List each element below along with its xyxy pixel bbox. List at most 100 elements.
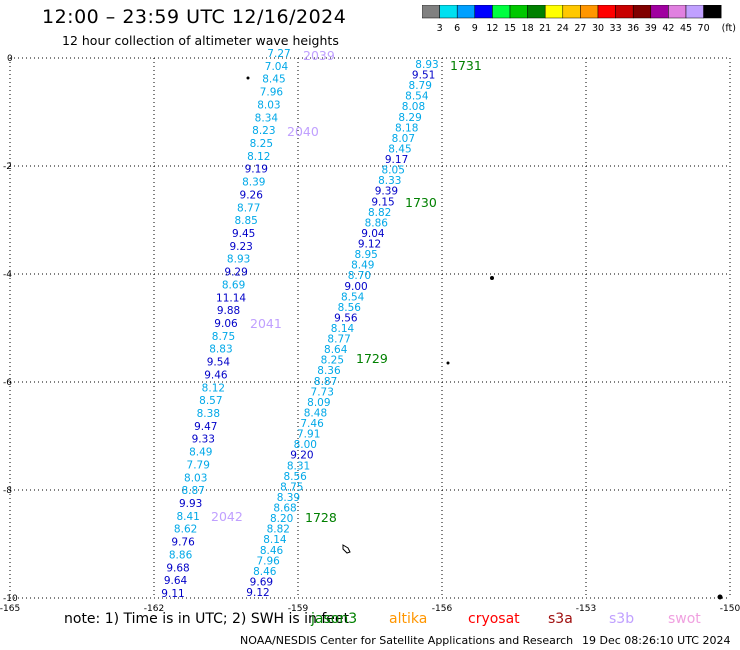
swh-value-label: 7.46	[300, 418, 324, 430]
swh-value-label: 9.47	[194, 421, 217, 433]
swh-value-label: 9.00	[344, 281, 367, 293]
satellite-legend-cryosat: cryosat	[468, 611, 520, 627]
swh-value-label: 8.87	[181, 485, 204, 497]
swh-value-label: 8.14	[331, 323, 355, 335]
swh-value-label: 8.75	[280, 481, 303, 493]
swh-value-label: 8.39	[242, 177, 265, 189]
track-time-label: 1728	[305, 510, 337, 525]
swh-value-label: 9.93	[179, 498, 202, 510]
swh-value-label: 8.41	[176, 511, 199, 523]
swh-value-label: 8.86	[169, 549, 193, 561]
swh-value-label: 9.19	[245, 164, 268, 176]
island-marker	[490, 276, 494, 280]
swh-value-label: 8.20	[270, 513, 293, 525]
swh-value-label: 9.69	[250, 576, 273, 588]
lon-tick-label: -162	[144, 604, 164, 614]
track-time-label: 2041	[250, 316, 282, 331]
swh-value-label: 8.69	[222, 279, 245, 291]
swh-value-label: 8.25	[250, 138, 273, 150]
lat-tick-label: -4	[3, 270, 12, 280]
swh-value-label: 9.45	[232, 228, 255, 240]
colorbar-tick-label: 39	[645, 23, 657, 34]
swh-value-label: 9.23	[229, 241, 252, 253]
colorbar-tick-label: 21	[539, 23, 551, 34]
island-marker	[446, 361, 450, 365]
colorbar-tick-label: 3	[437, 23, 443, 34]
swh-value-label: 7.96	[260, 87, 284, 99]
swh-value-label: 8.93	[227, 254, 250, 266]
swh-value-label: 8.49	[351, 260, 374, 272]
swh-value-label: 9.39	[375, 186, 398, 198]
map-subtitle: 12 hour collection of altimeter wave hei…	[62, 33, 339, 48]
track-time-label: 1730	[405, 195, 437, 210]
swh-value-label: 9.17	[385, 154, 408, 166]
colorbar-tick-label: 12	[486, 23, 498, 34]
colorbar-tick-label: 42	[662, 23, 674, 34]
swh-value-label: 8.93	[415, 59, 438, 71]
swh-value-label: 7.96	[256, 555, 280, 567]
track-time-label: 2040	[287, 124, 319, 139]
swh-value-label: 8.25	[321, 355, 344, 367]
swh-value-label: 8.82	[368, 207, 391, 219]
swh-value-label: 9.26	[240, 189, 264, 201]
lon-tick-label: -153	[576, 604, 596, 614]
swh-value-label: 9.51	[412, 70, 435, 82]
track-time-label: 2039	[303, 48, 335, 63]
swh-value-label: 8.09	[307, 397, 330, 409]
island-marker	[717, 594, 723, 600]
colorbar-tick-label: 6	[454, 23, 460, 34]
swh-value-label: 8.18	[395, 122, 418, 134]
swh-value-label: 8.82	[267, 524, 290, 536]
lon-tick-label: -159	[288, 604, 309, 614]
lat-tick-label: -6	[3, 378, 12, 388]
footer-note: note: 1) Time is in UTC; 2) SWH is in fe…	[64, 611, 350, 627]
swh-value-label: 9.64	[164, 575, 188, 587]
swh-value-label: 9.56	[334, 312, 358, 324]
swh-value-label: 7.73	[311, 386, 334, 398]
swh-value-label: 9.46	[204, 369, 228, 381]
swh-value-label: 8.77	[237, 202, 260, 214]
swh-value-label: 8.33	[378, 175, 401, 187]
swh-value-label: 8.08	[402, 101, 425, 113]
colorbar-tick-label: 27	[574, 23, 586, 34]
island-outline	[342, 544, 351, 554]
swh-value-label: 9.29	[224, 267, 247, 279]
colorbar-tick-label: 33	[610, 23, 622, 34]
swh-value-label: 8.12	[202, 382, 225, 394]
swh-value-label: 8.56	[338, 302, 362, 314]
swh-value-label: 9.20	[290, 450, 313, 462]
colorbar-tick-label: 45	[680, 23, 692, 34]
swh-value-label: 8.29	[398, 112, 421, 124]
track-time-label: 2042	[211, 509, 243, 524]
swh-value-label: 8.70	[348, 270, 371, 282]
swh-value-label: 9.15	[371, 196, 394, 208]
swh-value-label: 11.14	[216, 292, 246, 304]
swh-value-label: 8.95	[354, 249, 377, 261]
satellite-legend-swot: swot	[668, 611, 701, 627]
lon-tick-label: -150	[720, 604, 740, 614]
swh-value-label: 9.06	[214, 318, 238, 330]
swh-value-label: 8.05	[382, 165, 405, 177]
swh-value-label: 8.38	[197, 408, 220, 420]
lat-tick-label: -10	[3, 594, 18, 604]
swh-value-label: 8.87	[314, 376, 337, 388]
colorbar-tick-label: 9	[472, 23, 478, 34]
swh-value-label: 9.12	[358, 239, 381, 251]
swh-value-label: 8.45	[262, 74, 285, 86]
satellite-legend-s3a: s3a	[548, 611, 573, 627]
swh-value-label: 8.46	[260, 545, 284, 557]
swh-value-label: 7.04	[265, 61, 289, 73]
swh-value-label: 8.56	[283, 471, 307, 483]
altimeter-map: -165 -162 -159 -156 -153 -150 0 -2 -4 -6 -8 -10 7.27…	[0, 48, 740, 614]
swh-value-label: 9.88	[217, 305, 240, 317]
track-time-label: 1729	[356, 351, 388, 366]
lat-tick-label: -8	[3, 486, 12, 496]
colorbar-tick-label: 30	[592, 23, 604, 34]
swh-value-label: 8.86	[365, 217, 389, 229]
swh-value-label: 8.45	[388, 143, 411, 155]
swh-value-label: 8.83	[209, 344, 232, 356]
swh-value-label: 9.76	[171, 537, 195, 549]
swh-value-label: 8.48	[304, 407, 327, 419]
swh-value-label: 8.31	[287, 460, 310, 472]
swh-value-label: 7.79	[187, 459, 210, 471]
